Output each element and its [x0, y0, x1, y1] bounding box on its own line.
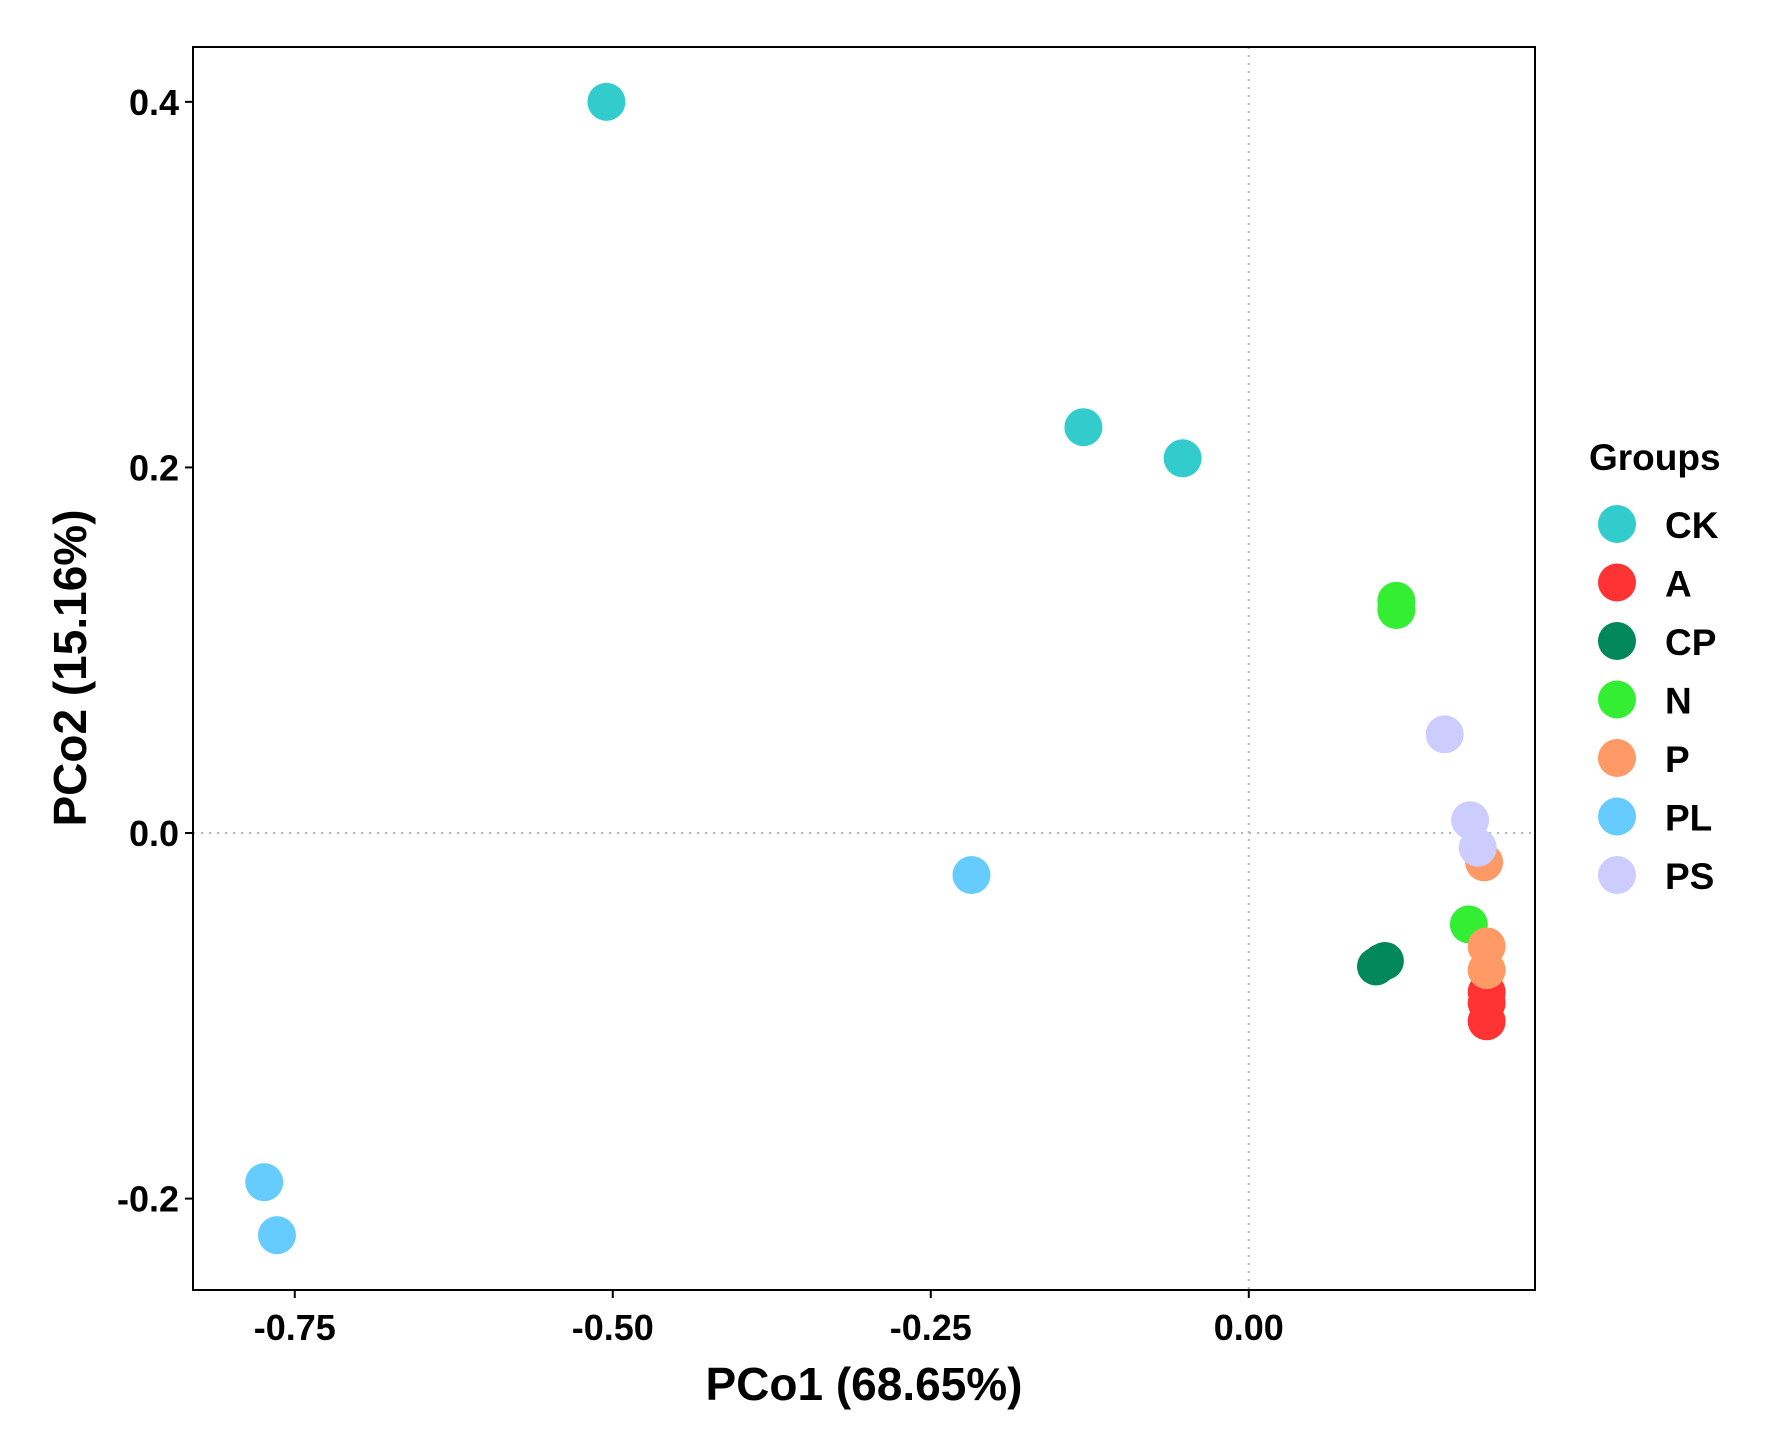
- data-point-ps: [1458, 828, 1497, 867]
- x-axis: -0.75 -0.50 -0.25 0.00: [254, 1290, 1284, 1348]
- data-point-n: [1377, 591, 1416, 630]
- legend-title: Groups: [1589, 437, 1721, 478]
- data-point-pl: [257, 1216, 296, 1255]
- data-point-a: [1467, 1002, 1506, 1041]
- y-tick-label: 0.0: [129, 813, 179, 854]
- legend-key-n: [1598, 680, 1636, 719]
- legend-label-a: A: [1665, 564, 1692, 605]
- legend: Groups CK A CP NP PL PS: [1589, 437, 1721, 897]
- data-point-ck: [1064, 408, 1103, 447]
- data-point-pl: [245, 1163, 284, 1202]
- legend-label-ck: CK: [1665, 505, 1719, 546]
- reference-lines: [193, 47, 1535, 1290]
- data-point-cp: [1365, 941, 1404, 980]
- y-tick-label: 0.4: [129, 82, 179, 123]
- legend-key-p: [1598, 739, 1636, 777]
- legend-key-a: [1598, 563, 1636, 602]
- data-points: [245, 82, 1506, 1255]
- legend-label-p: P: [1665, 739, 1690, 780]
- legend-label-n: N: [1665, 681, 1692, 722]
- data-point-ck: [1163, 439, 1202, 478]
- data-point-ck: [587, 82, 626, 121]
- legend-key-pl: [1598, 797, 1636, 836]
- legend-key-ck: [1598, 505, 1636, 543]
- x-tick-label: 0.00: [1214, 1307, 1284, 1348]
- x-tick-label: -0.25: [890, 1307, 972, 1348]
- y-tick-label: -0.2: [117, 1179, 179, 1220]
- legend-key-cp: [1598, 622, 1636, 660]
- legend-key-ps: [1598, 856, 1636, 894]
- plot-panel-border: [192, 46, 1536, 1291]
- legend-label-ps: PS: [1665, 856, 1714, 897]
- x-tick-label: -0.75: [254, 1307, 336, 1348]
- legend-label-cp: CP: [1665, 622, 1716, 663]
- data-point-ps: [1425, 715, 1464, 754]
- y-axis: 0.4 0.2 0.0 -0.2: [117, 82, 193, 1220]
- data-point-p: [1467, 951, 1506, 990]
- x-tick-label: -0.50: [572, 1307, 654, 1348]
- x-axis-title: PCo1 (68.65%): [705, 1358, 1022, 1410]
- y-axis-title: PCo2 (15.16%): [44, 509, 96, 826]
- y-tick-label: 0.2: [129, 447, 179, 488]
- legend-label-pl: PL: [1665, 798, 1712, 839]
- data-point-pl: [952, 856, 991, 895]
